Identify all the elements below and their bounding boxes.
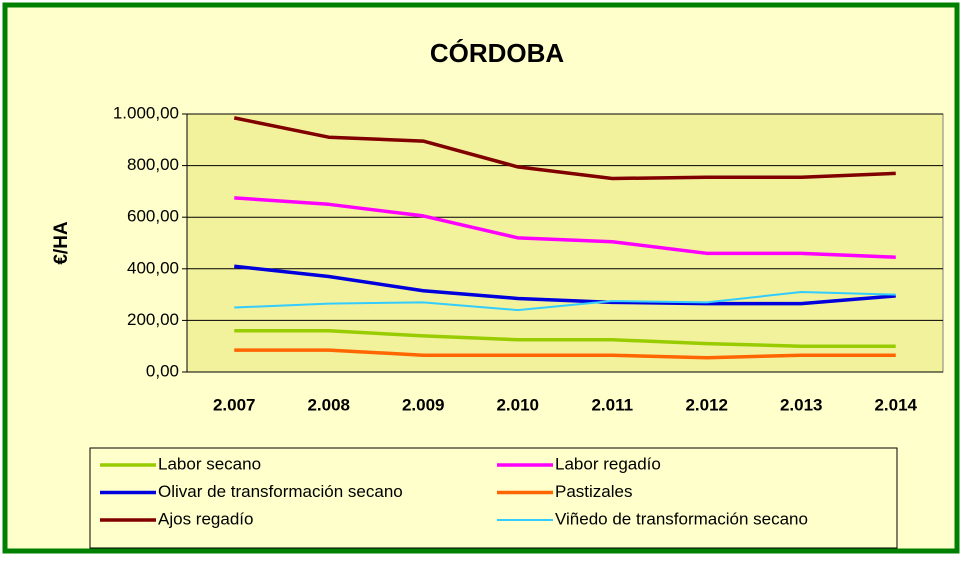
y-axis-label: €/HA	[51, 221, 72, 265]
y-tick-label: 1.000,00	[113, 103, 179, 122]
x-tick-label: 2.007	[213, 395, 256, 414]
series-line	[234, 348, 896, 360]
y-tick-label: 400,00	[127, 258, 179, 277]
x-tick-label: 2.014	[874, 395, 917, 414]
legend-label: Viñedo de transformación secano	[555, 509, 808, 528]
x-tick-label: 2.011	[591, 395, 633, 414]
x-tick-label: 2.008	[307, 395, 350, 414]
legend-box	[89, 447, 898, 549]
y-tick-label: 200,00	[127, 310, 179, 329]
x-tick-label: 2.013	[780, 395, 823, 414]
y-tick-label: 800,00	[127, 155, 179, 174]
legend-label: Olivar de transformación secano	[158, 482, 403, 501]
x-tick-label: 2.009	[402, 395, 445, 414]
x-tick-label: 2.010	[496, 395, 539, 414]
chart-title: CÓRDOBA	[430, 38, 565, 68]
legend-label: Labor secano	[158, 454, 261, 473]
legend-label: Ajos regadío	[158, 509, 253, 528]
series-line	[233, 116, 896, 181]
legend-label: Labor regadío	[555, 454, 661, 473]
y-tick-label: 0,00	[146, 361, 179, 380]
series-line	[234, 291, 896, 312]
series-line	[234, 196, 896, 259]
y-tick-label: 600,00	[127, 207, 179, 226]
series-line	[234, 328, 896, 348]
x-tick-label: 2.012	[685, 395, 728, 414]
series-line	[234, 264, 896, 306]
legend-label: Pastizales	[555, 482, 632, 501]
plot-area	[186, 113, 944, 373]
